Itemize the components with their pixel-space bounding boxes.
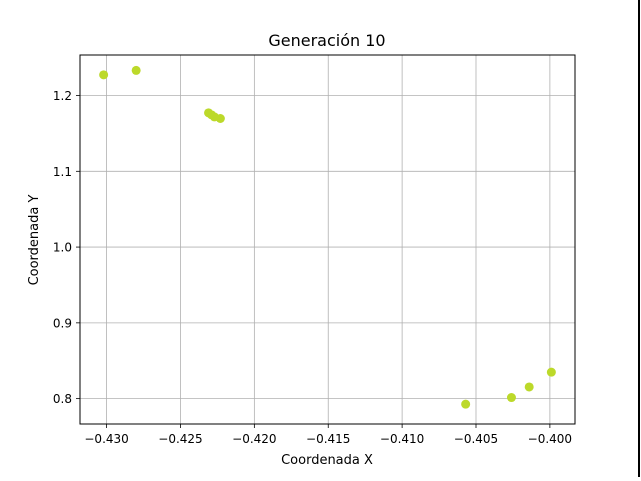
data-point bbox=[99, 70, 109, 80]
data-point bbox=[524, 382, 534, 392]
y-tick-label: 1.0 bbox=[53, 241, 72, 255]
x-tick-label: −0.410 bbox=[380, 432, 424, 446]
y-tick-label: 1.2 bbox=[53, 89, 72, 103]
data-point bbox=[461, 399, 471, 409]
data-point bbox=[131, 65, 141, 75]
data-point bbox=[506, 393, 516, 403]
grid bbox=[80, 55, 575, 424]
x-tick-label: −0.430 bbox=[84, 432, 128, 446]
y-axis-label: Coordenada Y bbox=[27, 195, 42, 286]
x-axis-ticks: −0.430 −0.425 −0.420 −0.415 −0.410 −0.405 −0.4… bbox=[84, 424, 572, 446]
x-tick-label: −0.425 bbox=[158, 432, 202, 446]
data-points bbox=[99, 65, 556, 409]
x-tick-label: −0.400 bbox=[528, 432, 572, 446]
y-tick-label: 1.1 bbox=[53, 165, 72, 179]
y-tick-label: 0.8 bbox=[53, 392, 72, 406]
y-axis-ticks: 0.8 0.9 1.0 1.1 1.2 bbox=[53, 89, 80, 406]
chart-title: Generación 10 bbox=[268, 31, 385, 50]
x-tick-label: −0.405 bbox=[454, 432, 498, 446]
x-tick-label: −0.420 bbox=[232, 432, 276, 446]
data-point bbox=[215, 113, 225, 123]
x-tick-label: −0.415 bbox=[306, 432, 350, 446]
y-tick-label: 0.9 bbox=[53, 316, 72, 330]
x-axis-label: Coordenada X bbox=[281, 453, 373, 468]
data-point bbox=[546, 367, 556, 377]
window-edge bbox=[638, 0, 640, 477]
plot-frame bbox=[79, 54, 576, 425]
